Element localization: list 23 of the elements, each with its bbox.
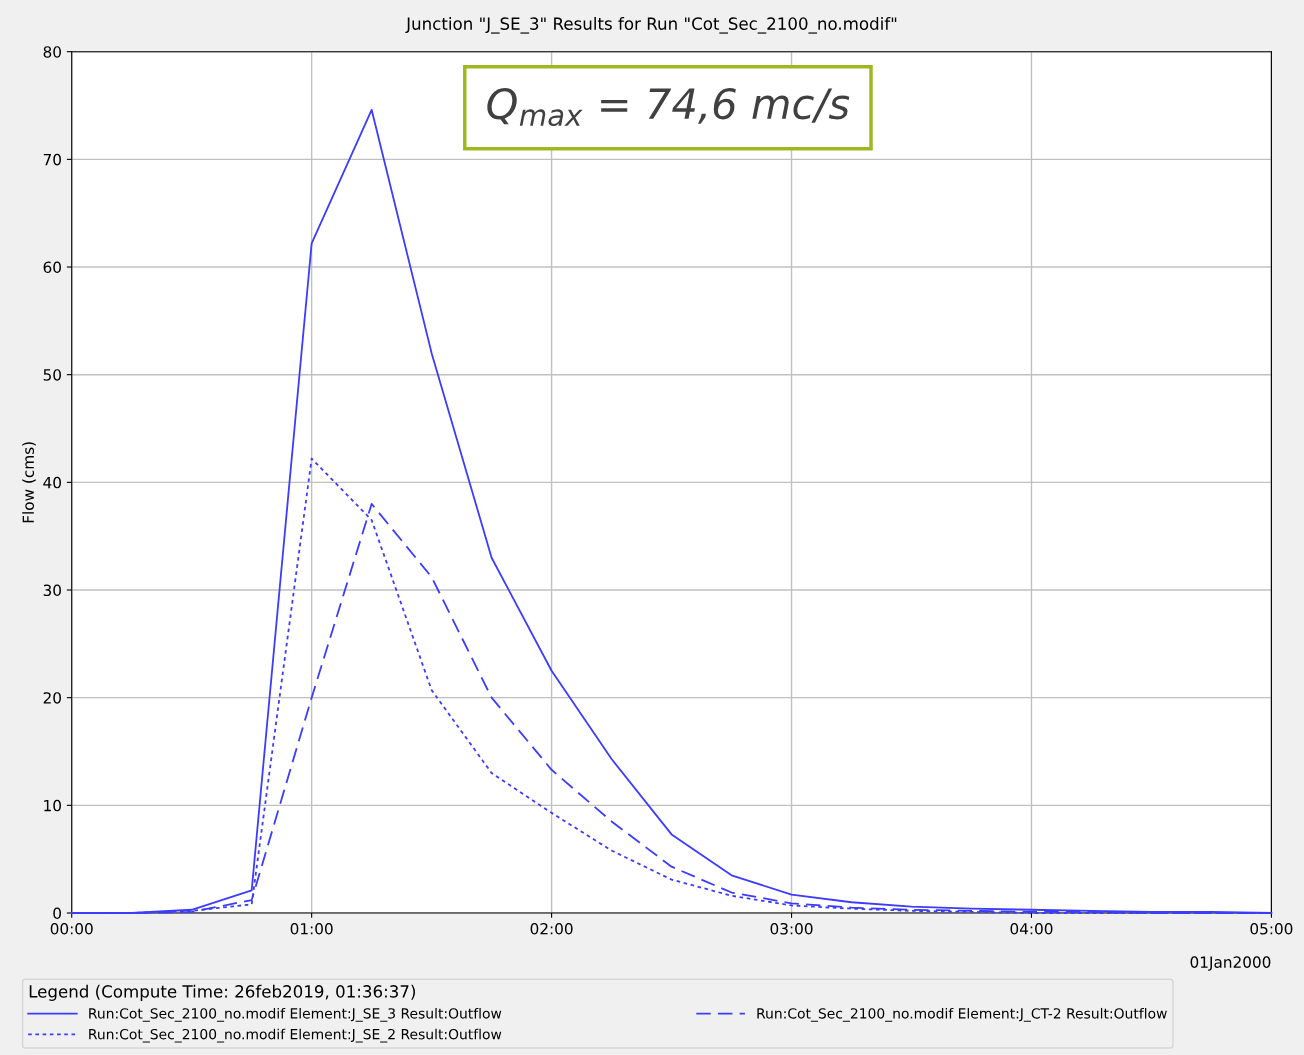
text: 01Jan2000 [1190, 956, 1271, 971]
legend-title: Legend (Compute Time: 26feb2019, 01:36:37) [29, 984, 416, 1001]
legend-label: Run:Cot_Sec_2100_no.modif Element:J_SE_3 Result:Outflow [89, 1007, 502, 1022]
legend-label: Run:Cot_Sec_2100_no.modif Element:J_CT-2 Result:Outflow [757, 1007, 1167, 1022]
y-axis-title: Flow (cms) [22, 442, 36, 523]
y-tick-label: 20 [43, 692, 61, 704]
x-tick-label: 05:00 [1250, 922, 1293, 935]
chart-title: Junction "J_SE_3" Results for Run "Cot_Sec_2100_no.modif" [405, 17, 897, 34]
y-tick-label: 30 [43, 584, 61, 597]
y-tick-label: 60 [43, 261, 61, 274]
y-tick-label: 70 [43, 153, 61, 166]
y-tick-label: 80 [43, 46, 61, 58]
x-tick-label: 00:00 [50, 922, 93, 935]
x-tick-label: 01:00 [290, 922, 333, 935]
y-tick-label: 40 [43, 476, 61, 489]
x-tick-label: 03:00 [770, 922, 813, 935]
y-tick-label: 50 [43, 369, 61, 381]
annotation: Q$_{max}$ = 74,6 mc/s [487, 87, 850, 127]
x-tick-label: 04:00 [1010, 922, 1053, 935]
legend-label: Run:Cot_Sec_2100_no.modif Element:J_SE_2 Result:Outflow [89, 1028, 502, 1043]
y-tick-label: 10 [44, 799, 61, 812]
y-tick-label: 0 [53, 907, 61, 920]
x-tick-label: 02:00 [530, 922, 573, 935]
